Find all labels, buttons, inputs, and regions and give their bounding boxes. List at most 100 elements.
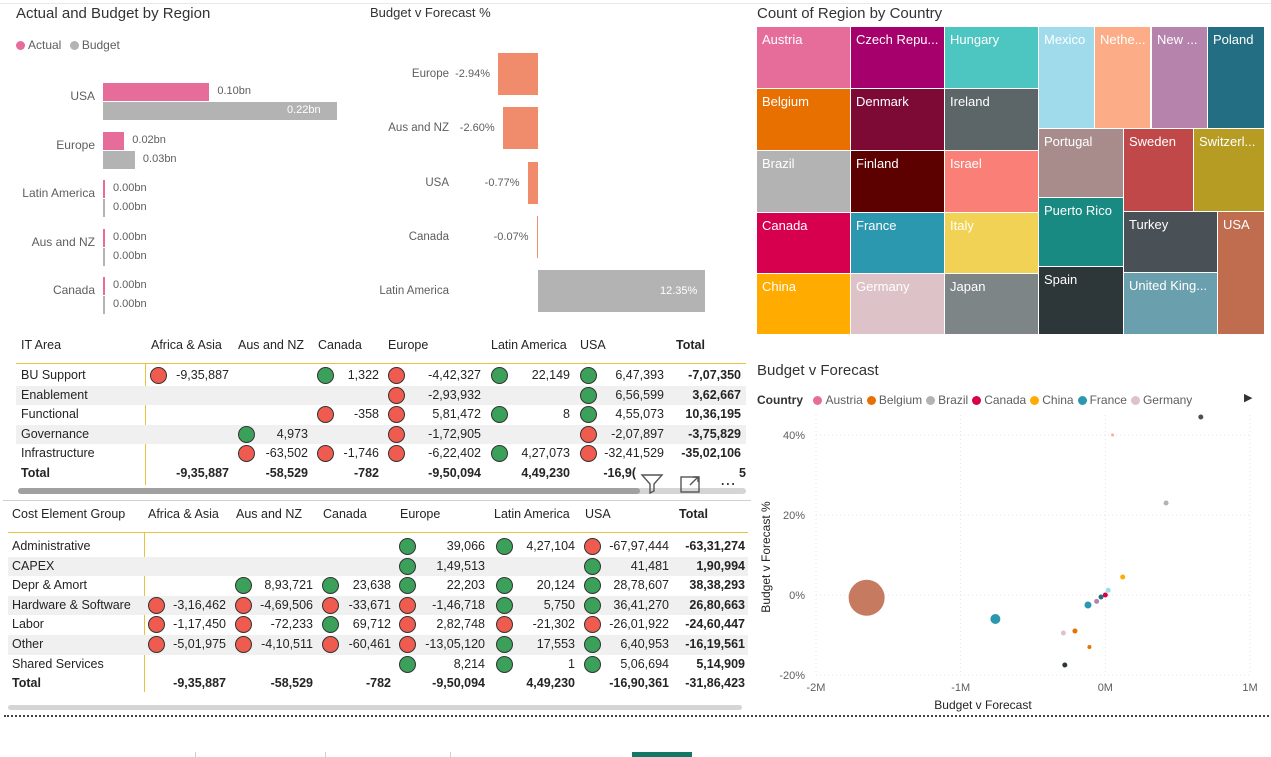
scatter-legend-item[interactable]: Brazil	[926, 393, 968, 407]
treemap-tile[interactable]: Czech Repu...	[851, 27, 944, 88]
scatter-point[interactable]	[1062, 662, 1068, 668]
budget-bar[interactable]	[103, 296, 105, 314]
scatter-legend-item[interactable]: France	[1077, 393, 1127, 407]
treemap-tile[interactable]: Mexico	[1039, 27, 1094, 128]
treemap-tile[interactable]: Portugal	[1039, 129, 1123, 197]
pct-bar[interactable]	[536, 215, 538, 258]
budget-bar[interactable]	[103, 102, 337, 120]
matrix-row[interactable]: Labor -1,17,450 -72,233 69,712 2,82,748 -21,3…	[8, 615, 748, 635]
matrix1-scroll-thumb[interactable]	[18, 488, 640, 494]
column-header[interactable]: Total	[679, 507, 708, 521]
treemap-tile[interactable]: Nethe...	[1095, 27, 1150, 128]
column-header[interactable]: Africa & Asia	[148, 507, 219, 521]
treemap-tile[interactable]: USA	[1218, 212, 1264, 334]
matrix-row[interactable]: BU Support -9,35,887 1,322 -4,42,327 22,149 6…	[16, 366, 746, 386]
treemap-tile[interactable]: Switzerl...	[1194, 129, 1264, 211]
matrix-row[interactable]: Administrative 39,066 4,27,104 -67,97,444 -6…	[8, 537, 748, 557]
treemap-tile[interactable]: China	[757, 274, 850, 334]
pct-bar[interactable]	[527, 161, 538, 204]
scatter-point[interactable]	[1105, 587, 1111, 593]
matrix-row[interactable]: Shared Services 8,214 1 5,06,694 5,14,909	[8, 655, 748, 675]
treemap-tile[interactable]: Austria	[757, 27, 850, 88]
treemap-tile[interactable]: Italy	[945, 213, 1038, 273]
scatter-legend-item[interactable]: Austria	[813, 393, 863, 407]
scatter-point[interactable]	[848, 579, 885, 616]
scatter-point[interactable]	[1111, 433, 1115, 437]
matrix-row[interactable]: Enablement -2,93,932 6,56,599 3,62,667	[16, 385, 746, 406]
treemap-tile[interactable]: Sweden	[1124, 129, 1193, 211]
column-header[interactable]: Cost Element Group	[12, 507, 126, 521]
scatter-point[interactable]	[1198, 414, 1204, 420]
more-options-icon[interactable]: ⋯	[720, 476, 737, 493]
scatter-point[interactable]	[1098, 594, 1104, 600]
scatter-point[interactable]	[1084, 601, 1092, 609]
budget-bar[interactable]	[103, 199, 105, 217]
matrix1-horizontal-scrollbar[interactable]	[18, 488, 746, 494]
treemap-tile[interactable]: Finland	[851, 151, 944, 212]
column-header[interactable]: Canada	[318, 338, 362, 352]
actual-bar[interactable]	[103, 277, 105, 295]
treemap-tile[interactable]: Turkey	[1124, 212, 1217, 272]
actual-bar[interactable]	[103, 131, 125, 150]
actual-bar[interactable]	[103, 83, 210, 101]
treemap-tile[interactable]: Canada	[757, 213, 850, 273]
budget-bar[interactable]	[103, 247, 105, 266]
scatter-point[interactable]	[1102, 592, 1108, 598]
treemap-tile[interactable]: Poland	[1208, 27, 1264, 128]
legend-next-arrow-icon[interactable]: ▶	[1244, 392, 1253, 404]
scatter-point[interactable]	[1087, 645, 1092, 649]
column-header[interactable]: Latin America	[491, 338, 567, 352]
matrix-row[interactable]: Infrastructure -63,502 -1,746 -6,22,402 4,27…	[16, 444, 746, 464]
actual-bar[interactable]	[103, 228, 105, 247]
column-header[interactable]: Canada	[323, 507, 367, 521]
column-header[interactable]: Aus and NZ	[236, 507, 303, 521]
treemap-tile[interactable]: New ...	[1152, 27, 1207, 128]
actual-bar[interactable]	[103, 180, 105, 198]
scatter-point[interactable]	[990, 614, 1001, 624]
matrix-row[interactable]: Hardware & Software -3,16,462 -4,69,506 -33…	[8, 595, 748, 616]
treemap-tile[interactable]: Hungary	[945, 27, 1038, 88]
scatter-point[interactable]	[1060, 630, 1066, 636]
treemap-tile[interactable]: Japan	[945, 274, 1038, 334]
column-header[interactable]: Total	[676, 338, 705, 352]
scatter-point[interactable]	[1094, 598, 1100, 604]
column-header[interactable]: Aus and NZ	[238, 338, 305, 352]
treemap-tile[interactable]: Ireland	[945, 89, 1038, 150]
column-header[interactable]: USA	[580, 338, 606, 352]
budget-bar[interactable]	[103, 150, 135, 169]
matrix-row[interactable]: Other -5,01,975 -4,10,511 -60,461 -13,05,120…	[8, 635, 748, 655]
treemap-tile[interactable]: Spain	[1039, 267, 1123, 334]
column-header[interactable]: Europe	[388, 338, 429, 352]
column-header[interactable]: Latin America	[494, 507, 570, 521]
legend-budget[interactable]: Budget	[69, 38, 120, 52]
column-header[interactable]: IT Area	[21, 338, 62, 352]
pct-bar[interactable]	[502, 107, 538, 150]
column-header[interactable]: Africa & Asia	[151, 338, 222, 352]
focus-mode-icon[interactable]	[678, 473, 702, 495]
treemap-tile[interactable]: Puerto Rico	[1039, 198, 1123, 266]
pct-bar[interactable]	[538, 270, 705, 313]
active-page-tab-indicator[interactable]	[632, 752, 692, 757]
filter-icon[interactable]	[640, 472, 664, 495]
scatter-legend-item[interactable]: Belgium	[866, 393, 922, 407]
scatter-point[interactable]	[1163, 500, 1169, 506]
matrix-row[interactable]: Functional -358 5,81,472 8 4,55,073 10,36,195	[16, 405, 746, 425]
scatter-legend-item[interactable]: Germany	[1130, 393, 1192, 407]
legend-actual[interactable]: Actual	[16, 38, 61, 52]
column-header[interactable]: Europe	[400, 507, 441, 521]
treemap-tile[interactable]: Germany	[851, 274, 944, 334]
matrix-row[interactable]: Depr & Amort 8,93,721 23,638 22,203 20,124 28…	[8, 576, 748, 596]
treemap-tile[interactable]: Denmark	[851, 89, 944, 150]
treemap-tile[interactable]: Brazil	[757, 151, 850, 212]
matrix2-horizontal-scrollbar[interactable]	[8, 705, 742, 710]
matrix-row[interactable]: CAPEX 1,49,513 41,481 1,90,994	[8, 556, 748, 577]
pct-bar[interactable]	[498, 53, 538, 95]
scatter-legend-item[interactable]: Canada	[972, 393, 1026, 407]
treemap-tile[interactable]: Belgium	[757, 89, 850, 150]
column-header[interactable]: USA	[585, 507, 611, 521]
scatter-point[interactable]	[1072, 628, 1078, 634]
scatter-point[interactable]	[1120, 574, 1126, 580]
scatter-legend-item[interactable]: China	[1030, 393, 1074, 407]
treemap-tile[interactable]: France	[851, 213, 944, 273]
treemap-tile[interactable]: Israel	[945, 151, 1038, 212]
